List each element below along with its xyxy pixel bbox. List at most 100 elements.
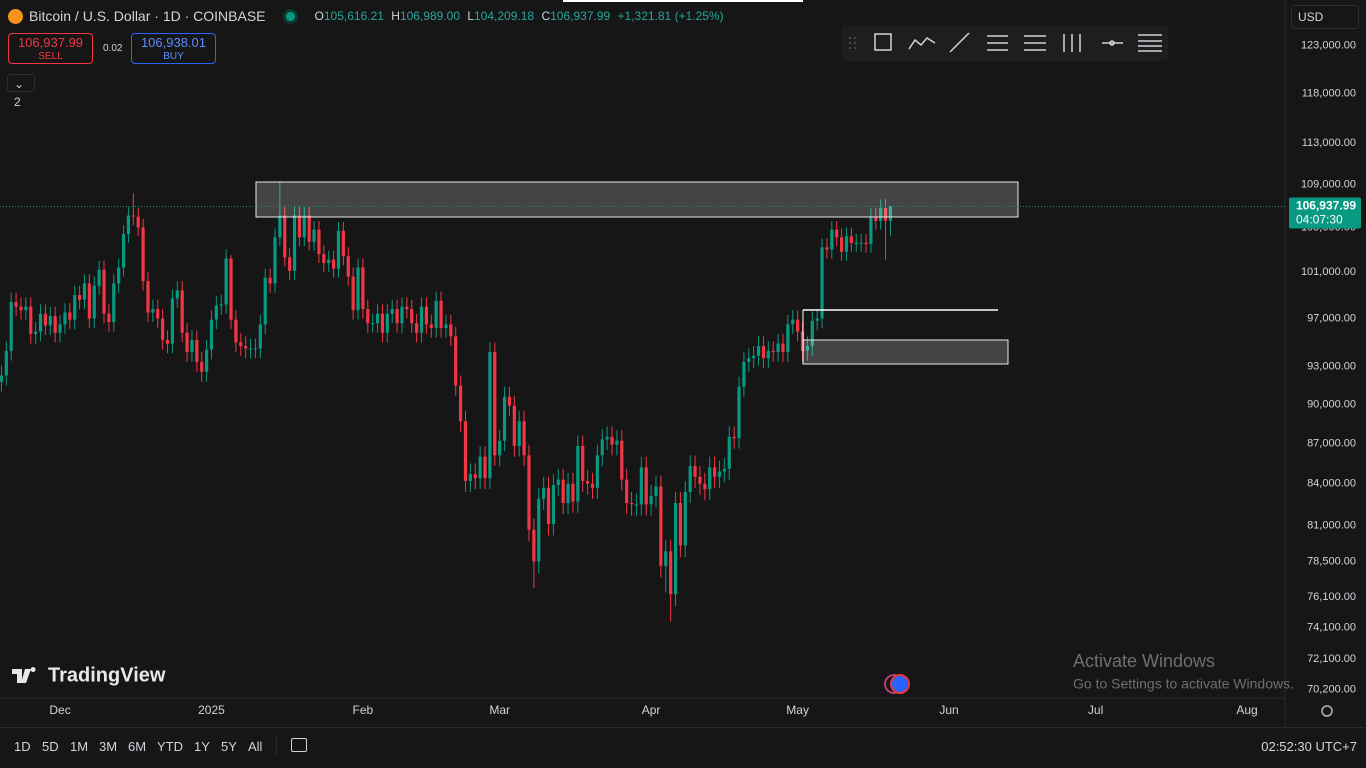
- candle-body: [19, 306, 23, 311]
- menu-tool[interactable]: [1138, 34, 1162, 52]
- candle-body: [375, 313, 380, 324]
- zone-rectangle[interactable]: [802, 339, 1009, 365]
- y-tick-label: 84,000.00: [1307, 478, 1356, 490]
- candle-body: [185, 332, 189, 353]
- zone-rectangle[interactable]: [255, 181, 1019, 218]
- candle-body: [717, 471, 722, 477]
- candle-body: [239, 342, 243, 347]
- candle-body: [688, 466, 692, 492]
- logo: TradingView: [12, 664, 166, 686]
- price-tag: [1289, 197, 1361, 229]
- candle-body: [92, 285, 96, 319]
- candle-body: [214, 305, 218, 320]
- candle-body: [131, 215, 135, 217]
- candle-body: [136, 216, 140, 228]
- watermark-subtitle: Go to Settings to activate Windows.: [1073, 676, 1294, 692]
- high-value: 106,989.00: [399, 9, 460, 23]
- open-value: 105,616.21: [323, 9, 384, 23]
- candle-body: [449, 324, 453, 337]
- candle-body: [468, 474, 472, 481]
- timeframe-button[interactable]: 5D: [42, 739, 59, 754]
- candle-body: [669, 551, 673, 595]
- bottom-toolbar: 1D 5D 1M 3M 6M YTD 1Y 5Y All 02:52:30 UTC+7: [0, 727, 1366, 764]
- y-tick-label: 97,000.00: [1307, 312, 1356, 324]
- candle-body: [703, 483, 707, 490]
- y-tick-label: 81,000.00: [1307, 519, 1356, 531]
- timeframe-button[interactable]: 6M: [128, 739, 147, 754]
- y-tick-label: 118,000.00: [1302, 87, 1356, 99]
- low-key: L: [467, 9, 475, 23]
- candle-body: [361, 267, 365, 310]
- candle-body: [825, 247, 829, 250]
- candle-body: [673, 502, 678, 595]
- settings-icon[interactable]: [1321, 705, 1333, 717]
- timeframe-button[interactable]: 1D: [14, 739, 31, 754]
- candle-body: [53, 316, 57, 333]
- candle-body: [654, 486, 658, 497]
- ohlc: O105,616.21 H106,989.00 L104,209.18 C106…: [311, 9, 724, 23]
- candle-body: [610, 436, 614, 445]
- rect-tool[interactable]: [874, 33, 892, 51]
- candle-body: [190, 339, 194, 353]
- buy-button[interactable]: 106,938.01 BUY: [131, 33, 216, 64]
- candle-body: [273, 237, 277, 284]
- timeframe-button[interactable]: 5Y: [221, 739, 237, 754]
- timeframe-button[interactable]: All: [248, 739, 263, 754]
- x-tick-label: Jun: [939, 703, 958, 717]
- candle-body: [126, 215, 131, 235]
- candle-body: [146, 281, 150, 313]
- fib-tool[interactable]: [987, 35, 1008, 51]
- timeframe-button[interactable]: 1Y: [194, 739, 210, 754]
- candle-body: [161, 318, 165, 340]
- y-tick-label: 70,200.00: [1307, 684, 1356, 696]
- candle-body: [888, 206, 893, 221]
- event-flags[interactable]: [884, 674, 910, 694]
- candle-body: [248, 348, 253, 350]
- candle-body: [38, 313, 43, 332]
- x-tick-label: Jul: [1088, 703, 1103, 717]
- symbol[interactable]: Bitcoin / U.S. Dollar · 1D · COINBASE: [29, 8, 266, 24]
- sell-label: SELL: [38, 51, 63, 62]
- date-range-icon[interactable]: [291, 738, 307, 752]
- candle-body: [141, 227, 145, 282]
- timeframe-button[interactable]: 1M: [70, 739, 89, 754]
- candle-body: [117, 267, 121, 284]
- candle-body: [209, 319, 214, 350]
- candle-body: [605, 436, 609, 440]
- candle-body: [639, 467, 643, 505]
- line-tool[interactable]: [949, 32, 970, 53]
- candle-body: [351, 276, 355, 311]
- candle-body: [229, 258, 233, 320]
- candle-body: [415, 323, 419, 333]
- candle-body: [73, 295, 77, 320]
- path-tool[interactable]: [908, 37, 936, 50]
- currency-select[interactable]: USD: [1291, 5, 1359, 29]
- candle-body: [864, 242, 868, 244]
- change: +1,321.81 (+1.25%): [617, 9, 724, 23]
- symbol-header: Bitcoin / U.S. Dollar · 1D · COINBASE O1…: [0, 0, 724, 32]
- timeframe-button[interactable]: 3M: [99, 739, 118, 754]
- candle-body: [771, 350, 775, 353]
- candle-body: [747, 358, 751, 362]
- sell-button[interactable]: 106,937.99 SELL: [8, 33, 93, 64]
- candle-body: [512, 405, 516, 447]
- candle-body: [844, 236, 849, 252]
- position-tool[interactable]: [1063, 34, 1081, 52]
- candle-body: [835, 229, 839, 238]
- candle-body: [766, 350, 770, 359]
- candle-body: [849, 236, 853, 243]
- candle-body: [204, 349, 209, 372]
- candle-body: [874, 216, 878, 221]
- candle-body: [331, 259, 336, 269]
- candle-body: [268, 277, 272, 284]
- indicators-toggle[interactable]: ⌄ 2: [7, 74, 35, 109]
- timeframe-button[interactable]: YTD: [157, 739, 183, 754]
- candle-body: [327, 259, 331, 263]
- candle-body: [522, 421, 526, 456]
- channel-tool[interactable]: [1024, 35, 1046, 51]
- candle-body: [493, 352, 497, 456]
- hline-tool[interactable]: [1102, 40, 1123, 46]
- candle-body: [830, 229, 834, 250]
- coin-icon: [8, 8, 23, 24]
- candle-body: [815, 318, 819, 321]
